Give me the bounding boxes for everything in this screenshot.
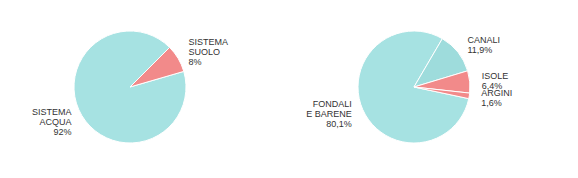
svg-text:FONDALIE BARENE80,1%: FONDALIE BARENE80,1%	[306, 99, 352, 129]
svg-text:SISTEMAACQUA92%: SISTEMAACQUA92%	[32, 107, 72, 137]
svg-text:SISTEMASUOLO8%: SISTEMASUOLO8%	[189, 37, 229, 67]
html-text:ISOLE: ISOLE	[481, 70, 509, 81]
svg-text:ARGINI1,6%: ARGINI1,6%	[481, 88, 512, 108]
svg-text:CANALI11,9%: CANALI11,9%	[467, 35, 500, 55]
html-text:6,4%: 6,4%	[481, 80, 503, 91]
